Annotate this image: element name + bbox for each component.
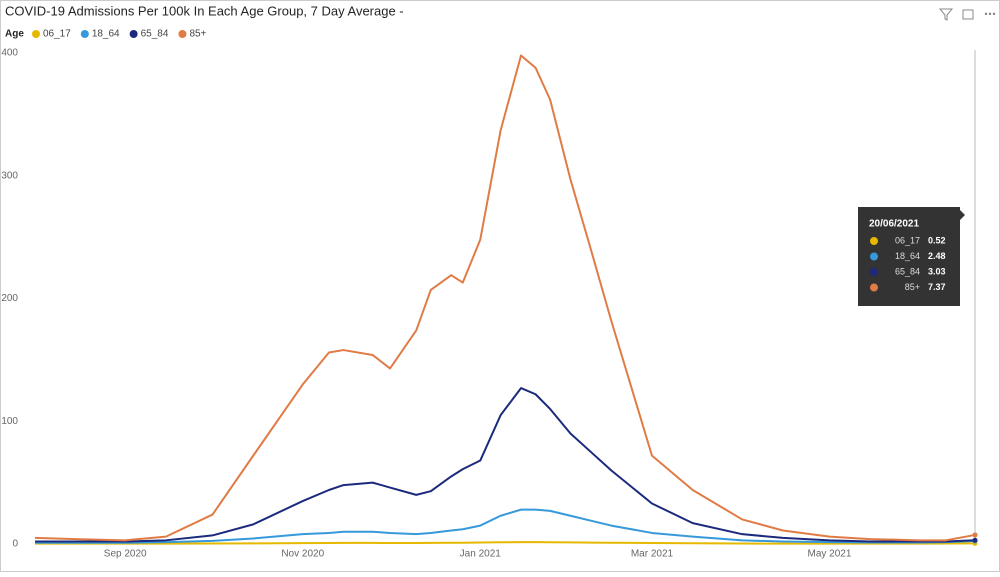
x-tick-label: Mar 2021 — [631, 549, 674, 560]
x-tick-label: Jan 2021 — [460, 549, 502, 560]
hover-marker — [972, 537, 978, 543]
tooltip-pointer — [960, 210, 965, 220]
tooltip-label: 06_17 — [895, 235, 920, 245]
tooltip: 20/06/2021 06_17 0.52 18_64 2.48 65_84 3.03 85+… — [858, 207, 965, 306]
legend-label: 65_84 — [141, 29, 169, 40]
legend-label: 18_64 — [92, 29, 120, 40]
x-tick-label: May 2021 — [808, 549, 852, 560]
tooltip-marker — [870, 283, 878, 292]
legend-label: 85+ — [189, 29, 206, 40]
y-tick-label: 300 — [1, 170, 18, 181]
legend-label: 06_17 — [43, 29, 71, 40]
tooltip-marker — [870, 268, 878, 276]
legend-marker — [32, 30, 40, 38]
focus-icon[interactable] — [962, 9, 974, 20]
tooltip-value: 7.37 — [928, 282, 946, 292]
series-line — [34, 54, 976, 542]
hover-marker — [972, 532, 978, 538]
chart-title: COVID-19 Admissions Per 100k In Each Age… — [5, 3, 404, 18]
more-icon[interactable]: ··· — [984, 6, 997, 21]
y-tick-label: 200 — [1, 293, 18, 304]
tooltip-value: 2.48 — [928, 251, 946, 261]
legend-marker — [80, 30, 89, 38]
series-line — [35, 387, 976, 543]
tooltip-marker — [870, 252, 878, 261]
tooltip-date: 20/06/2021 — [869, 219, 919, 230]
y-tick-label: 100 — [1, 416, 18, 427]
y-tick-label: 400 — [1, 48, 18, 59]
legend-marker — [178, 30, 187, 38]
y-tick-label: 0 — [12, 539, 18, 550]
tooltip-label: 18_64 — [895, 251, 920, 261]
legend-title: Age — [5, 29, 24, 40]
series-line — [35, 508, 976, 544]
tooltip-marker — [870, 237, 878, 245]
series-line — [35, 541, 976, 545]
legend-marker — [129, 30, 138, 38]
tooltip-value: 0.52 — [928, 235, 946, 245]
tooltip-value: 3.03 — [928, 266, 946, 276]
toolbar-icons[interactable]: ··· — [938, 6, 997, 21]
x-tick-label: Sep 2020 — [104, 549, 147, 560]
filter-icon[interactable] — [938, 8, 954, 21]
tooltip-label: 85+ — [905, 282, 920, 292]
x-tick-label: Nov 2020 — [281, 549, 324, 560]
tooltip-label: 65_84 — [895, 266, 920, 276]
